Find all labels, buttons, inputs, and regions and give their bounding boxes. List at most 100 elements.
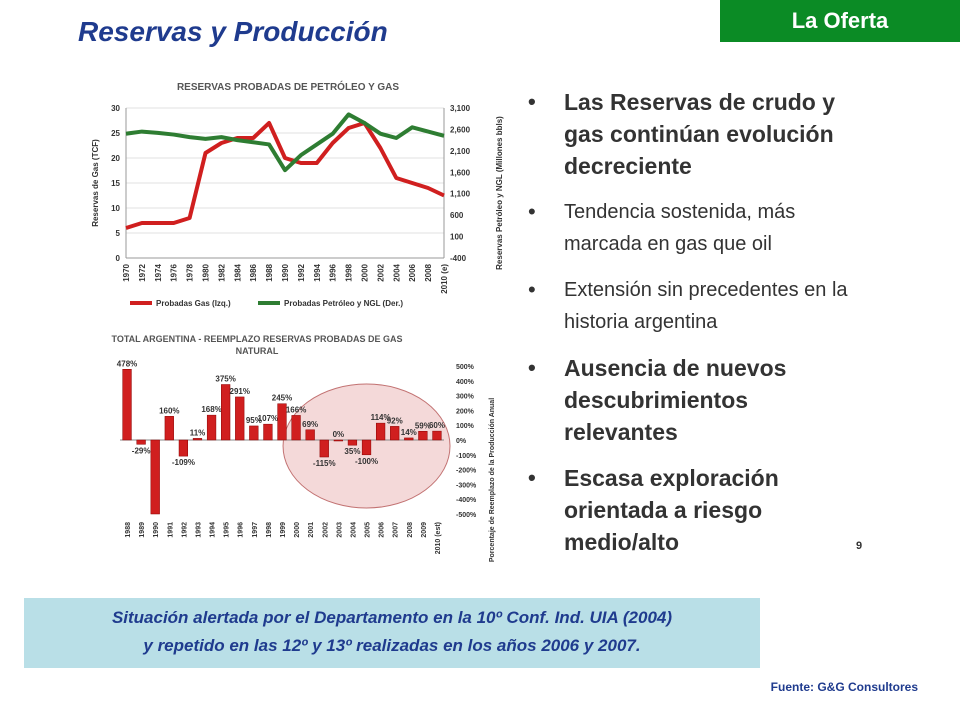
bullet-dot-icon: • xyxy=(528,89,536,114)
bar xyxy=(291,415,301,441)
bar xyxy=(249,425,259,441)
bar xyxy=(206,414,217,441)
bar-data-label: 245% xyxy=(272,394,292,403)
x-tick-label: 1991 xyxy=(167,522,174,538)
y-tick-label: 500% xyxy=(456,364,475,371)
y-tick-label: 20 xyxy=(111,154,120,163)
bullet-item: • Escasa exploración orientada a riesgo m… xyxy=(528,462,868,558)
source-credit: Fuente: G&G Consultores xyxy=(770,680,918,694)
bullet-item: • Ausencia de nuevos descubrimientos rele… xyxy=(528,352,868,448)
x-tick-label: 2002 xyxy=(322,522,329,538)
bar-data-label: 59% xyxy=(415,421,431,430)
bar xyxy=(418,431,428,441)
bar-data-label: -100% xyxy=(355,457,378,466)
bullet-dot-icon: • xyxy=(528,465,536,490)
bar xyxy=(375,422,386,441)
bar xyxy=(150,439,160,515)
y2-tick-label: 1,100 xyxy=(450,190,471,199)
note-line-2: y repetido en las 12º y 13º realizadas e… xyxy=(143,636,641,655)
x-tick-label: 2002 xyxy=(376,263,385,281)
bar-data-label: -29% xyxy=(132,446,151,455)
x-tick-label: 1980 xyxy=(202,263,211,281)
x-tick-label: 1992 xyxy=(181,522,188,538)
x-tick-label: 1989 xyxy=(139,522,146,538)
bar-data-label: 11% xyxy=(190,428,206,437)
x-tick-label: 1976 xyxy=(170,263,179,281)
bullet-text: Ausencia de nuevos descubrimientos relev… xyxy=(564,355,787,445)
chart-title: NATURAL xyxy=(236,346,279,356)
x-tick-label: 1990 xyxy=(281,263,290,281)
y-axis-title: Porcentaje de Reemplazo de la Producción… xyxy=(489,398,496,562)
bar xyxy=(178,439,189,457)
note-line-1: Situación alertada por el Departamento e… xyxy=(111,608,673,627)
x-tick-label: 1986 xyxy=(249,263,258,281)
x-tick-label: 2006 xyxy=(408,263,417,281)
x-tick-label: 1999 xyxy=(280,522,287,538)
bar xyxy=(404,437,414,441)
x-tick-label: 1996 xyxy=(238,522,245,538)
x-tick-label: 2003 xyxy=(336,522,343,538)
bar xyxy=(277,403,287,441)
x-tick-label: 2006 xyxy=(379,522,386,538)
bullet-text: Escasa exploración orientada a riesgo me… xyxy=(564,465,779,555)
x-tick-label: 2009 xyxy=(421,522,428,538)
chart-title: RESERVAS PROBADAS DE PETRÓLEO Y GAS xyxy=(177,80,399,93)
bar xyxy=(136,439,146,445)
bar-data-label: 35% xyxy=(344,447,360,456)
y-tick-label: 0 xyxy=(116,254,121,263)
x-tick-label: 1984 xyxy=(233,263,242,281)
bullet-text: Extensión sin precedentes en la historia… xyxy=(564,279,848,333)
bar-data-label: 92% xyxy=(387,416,403,425)
y-tick-label: 15 xyxy=(111,179,120,188)
bar-data-label: 166% xyxy=(286,405,306,414)
y-tick-label: -400% xyxy=(456,497,477,504)
y-tick-label: 100% xyxy=(456,423,475,430)
bar xyxy=(347,439,358,446)
y-tick-label: 200% xyxy=(456,408,475,415)
x-tick-label: 1997 xyxy=(252,522,259,538)
chart-title: TOTAL ARGENTINA - REEMPLAZO RESERVAS PRO… xyxy=(111,334,402,344)
y2-tick-label: 1,600 xyxy=(450,168,471,177)
bar-data-label: 375% xyxy=(215,375,235,384)
x-tick-label: 1990 xyxy=(153,522,160,538)
bar-data-label: -109% xyxy=(172,458,195,467)
y-tick-label: 5 xyxy=(116,229,121,238)
y2-tick-label: 2,100 xyxy=(450,147,471,156)
y-tick-label: -200% xyxy=(456,468,477,475)
bar-data-label: 107% xyxy=(258,414,278,423)
x-tick-label: 1988 xyxy=(265,263,274,281)
bullet-dot-icon: • xyxy=(528,199,536,224)
x-tick-label: 1972 xyxy=(138,263,147,281)
x-tick-label: 2000 xyxy=(361,263,370,281)
y2-tick-label: 3,100 xyxy=(450,104,471,113)
bullet-item: • Extensión sin precedentes en la histori… xyxy=(528,274,868,338)
bar-data-label: 60% xyxy=(429,421,445,430)
bar xyxy=(333,439,343,442)
bar xyxy=(221,384,231,441)
x-tick-label: 1998 xyxy=(266,522,273,538)
x-tick-label: 1970 xyxy=(122,263,131,281)
bar xyxy=(432,430,442,441)
x-tick-label: 1994 xyxy=(313,263,322,281)
x-tick-label: 1978 xyxy=(186,263,195,281)
bar-data-label: 114% xyxy=(371,413,391,422)
bullet-text: Tendencia sostenida, más marcada en gas … xyxy=(564,201,796,255)
x-tick-label: 2000 xyxy=(294,522,301,538)
bar xyxy=(235,396,245,441)
bar-data-label: 160% xyxy=(159,406,179,415)
y-tick-label: 400% xyxy=(456,379,475,386)
bar xyxy=(361,439,372,456)
bar-data-label: 0% xyxy=(333,430,345,439)
y-tick-label: 25 xyxy=(111,129,120,138)
x-tick-label: 1992 xyxy=(297,263,306,281)
bar-data-label: 478% xyxy=(117,359,137,368)
bar-data-label: -115% xyxy=(313,459,336,468)
x-tick-label: 1982 xyxy=(217,263,226,281)
bar-data-label: 14% xyxy=(401,428,417,437)
bar xyxy=(263,423,273,441)
y-tick-label: 10 xyxy=(111,204,120,213)
x-tick-label: 2007 xyxy=(393,522,400,538)
y-tick-label: -100% xyxy=(456,453,477,460)
x-tick-label: 2008 xyxy=(407,522,414,538)
bar xyxy=(319,439,329,458)
